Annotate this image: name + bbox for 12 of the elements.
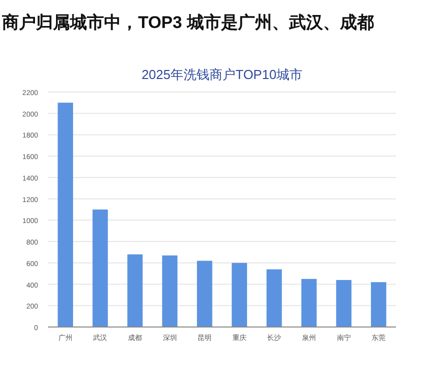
bar [92, 210, 108, 327]
bar [196, 260, 212, 327]
bar [162, 255, 178, 327]
chart-title: 2025年洗钱商户TOP10城市 [142, 67, 302, 82]
bar [301, 278, 317, 327]
bar [266, 269, 282, 327]
bar [336, 280, 352, 327]
chart-subtitle: 商户归属城市中，TOP3 城市是广州、武汉、成都 [1, 13, 374, 32]
bar [232, 262, 248, 327]
bar [127, 254, 143, 327]
bar [58, 102, 74, 327]
bar [370, 282, 386, 327]
